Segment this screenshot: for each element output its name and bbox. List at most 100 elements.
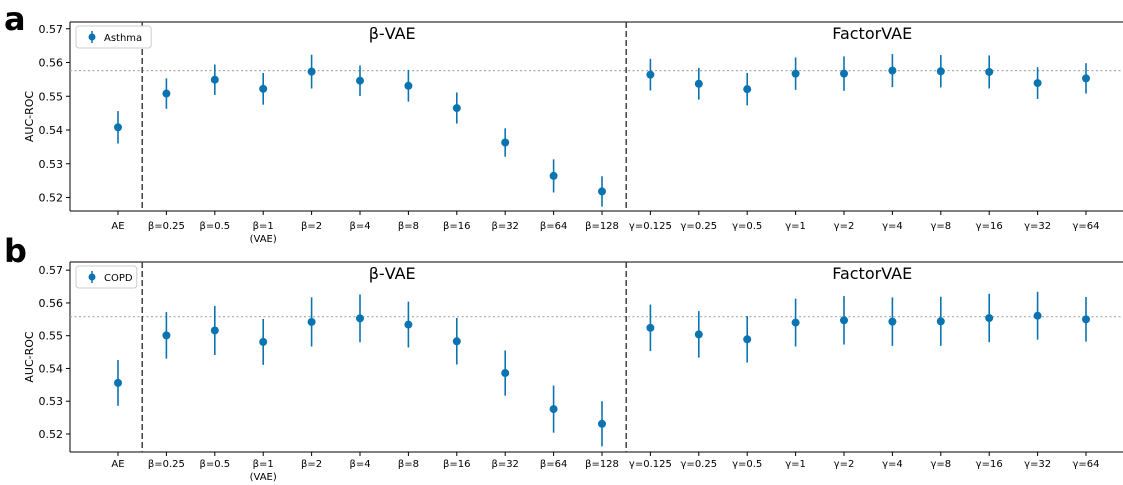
- data-point: [888, 66, 897, 75]
- data-point: [452, 337, 461, 346]
- panel-letter: a: [4, 0, 26, 38]
- data-point: [114, 378, 122, 387]
- data-point: [452, 104, 461, 113]
- x-tick-sublabel: (VAE): [250, 472, 277, 483]
- group-label-beta-vae: β-VAE: [369, 264, 416, 283]
- x-tick-label: γ=0.125: [629, 221, 672, 232]
- data-point: [694, 330, 703, 339]
- x-tick-label: β=64: [540, 459, 568, 470]
- y-tick-label: 0.57: [39, 264, 64, 277]
- x-tick-label: γ=16: [976, 221, 1003, 232]
- data-point: [307, 317, 316, 326]
- x-tick-label: γ=8: [930, 459, 951, 470]
- y-tick-label: 0.52: [39, 192, 64, 205]
- legend: Asthma: [75, 25, 152, 49]
- data-point: [985, 314, 994, 323]
- x-tick-label: β=32: [491, 221, 519, 232]
- x-tick-label: β=8: [398, 459, 419, 470]
- y-tick-label: 0.56: [39, 297, 64, 310]
- data-point: [598, 419, 606, 428]
- legend-label: COPD: [104, 273, 133, 284]
- x-tick-label: β=128: [585, 459, 619, 470]
- x-tick-label: γ=1: [785, 459, 806, 470]
- data-point: [840, 316, 848, 325]
- data-point: [114, 123, 122, 132]
- y-tick-label: 0.54: [39, 362, 64, 375]
- data-point: [210, 75, 219, 84]
- data-point: [501, 369, 510, 378]
- x-tick-label: γ=0.25: [681, 459, 718, 470]
- x-tick-label: β=1: [253, 459, 274, 470]
- x-tick-label: γ=2: [834, 221, 855, 232]
- data-point: [1082, 74, 1090, 83]
- x-tick-label: β=64: [540, 221, 568, 232]
- x-tick-label: γ=4: [882, 459, 903, 470]
- data-point: [501, 138, 510, 147]
- x-tick-label: β=4: [349, 221, 370, 232]
- x-tick-label: β=0.25: [148, 221, 185, 232]
- data-point: [646, 323, 655, 332]
- x-tick-label: γ=32: [1024, 221, 1051, 232]
- data-point: [743, 85, 752, 94]
- data-point: [791, 69, 800, 78]
- y-tick-label: 0.55: [39, 330, 64, 343]
- y-tick-label: 0.55: [39, 90, 64, 103]
- data-point: [307, 67, 316, 76]
- x-tick-label: γ=8: [930, 221, 951, 232]
- x-tick-label: β=0.25: [148, 459, 185, 470]
- x-tick-label: β=2: [301, 459, 322, 470]
- data-point: [404, 320, 413, 329]
- data-point: [598, 187, 606, 196]
- x-tick-label: γ=0.5: [732, 459, 762, 470]
- data-point: [549, 405, 558, 414]
- data-point: [936, 67, 945, 76]
- x-tick-label: γ=64: [1072, 459, 1099, 470]
- data-point: [888, 317, 897, 326]
- y-tick-label: 0.53: [39, 158, 64, 171]
- x-tick-label: β=2: [301, 221, 322, 232]
- data-point: [791, 318, 800, 327]
- group-label-factorvae: FactorVAE: [832, 24, 912, 43]
- data-point: [356, 76, 364, 85]
- x-tick-label: β=16: [443, 221, 471, 232]
- data-point: [743, 335, 752, 344]
- data-point: [162, 89, 171, 98]
- x-tick-sublabel: (VAE): [250, 234, 277, 245]
- data-point: [549, 171, 558, 180]
- y-tick-label: 0.52: [39, 428, 64, 441]
- group-label-beta-vae: β-VAE: [369, 24, 416, 43]
- y-axis-label: AUC-ROC: [23, 331, 36, 383]
- x-tick-label: γ=4: [882, 221, 903, 232]
- data-point: [259, 84, 268, 93]
- x-tick-label: γ=0.25: [681, 221, 718, 232]
- data-point: [1033, 79, 1042, 88]
- x-tick-label: γ=0.5: [732, 221, 762, 232]
- data-point: [1033, 311, 1042, 320]
- data-point: [985, 67, 994, 76]
- y-axis-label: AUC-ROC: [23, 91, 36, 143]
- x-tick-label: β=4: [349, 459, 370, 470]
- x-tick-label: β=1: [253, 221, 274, 232]
- data-point: [936, 317, 945, 326]
- x-tick-label: γ=2: [834, 459, 855, 470]
- x-tick-label: γ=64: [1072, 221, 1099, 232]
- legend-box: [75, 265, 138, 289]
- x-tick-label: γ=32: [1024, 459, 1051, 470]
- x-tick-label: β=0.5: [199, 459, 230, 470]
- data-point: [694, 79, 703, 88]
- x-tick-label: γ=0.125: [629, 459, 672, 470]
- legend-marker: [88, 273, 96, 281]
- data-point: [259, 337, 268, 346]
- data-point: [646, 70, 655, 79]
- x-tick-label: γ=16: [976, 459, 1003, 470]
- y-tick-label: 0.53: [39, 395, 64, 408]
- group-label-factorvae: FactorVAE: [832, 264, 912, 283]
- y-tick-label: 0.56: [39, 57, 64, 70]
- y-tick-label: 0.54: [39, 124, 64, 137]
- legend-box: [75, 25, 152, 49]
- x-tick-label: β=128: [585, 221, 619, 232]
- x-tick-label: β=32: [491, 459, 519, 470]
- data-point: [162, 331, 171, 340]
- data-point: [210, 326, 219, 335]
